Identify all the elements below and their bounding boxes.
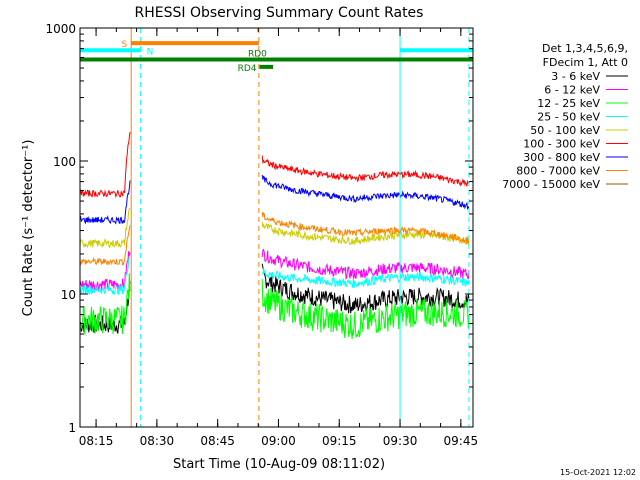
- legend-label-4: 25 - 50 keV: [537, 111, 600, 124]
- event-lines: [79, 28, 470, 427]
- x-tick-label-08:45: 08:45: [200, 434, 235, 448]
- series-trace-4-part-1: [79, 255, 131, 296]
- legend-label-3: 12 - 25 keV: [537, 97, 600, 110]
- x-tick-label-09:15: 09:15: [322, 434, 357, 448]
- timestamp: 15-Oct-2021 12:02: [560, 468, 636, 477]
- legend-label-9: 7000 - 15000 keV: [502, 178, 600, 191]
- series-trace-8-part-2: [261, 211, 470, 244]
- axes: 1 10 100 1000 08:15 08:30 08:45 09:00 09:15 09:30…: [45, 22, 478, 448]
- state-bar-label-s: S: [121, 40, 127, 50]
- state-bar-label-rd4: RD4: [238, 64, 257, 74]
- legend-label-8: 800 - 7000 keV: [516, 165, 600, 178]
- series-trace-7-part-2: [261, 174, 470, 211]
- series-trace-3-part-1: [79, 273, 131, 335]
- series-trace-2-part-2: [261, 248, 470, 281]
- legend-label-2: 6 - 12 keV: [544, 84, 600, 97]
- state-bar-label-rd0: RD0: [248, 49, 267, 59]
- y-axis-label: Count Rate (s⁻¹ detector⁻¹): [21, 140, 36, 317]
- chart-title: RHESSI Observing Summary Count Rates: [135, 5, 424, 21]
- series-trace-6-part-1: [79, 132, 131, 198]
- series-trace-6-part-2: [261, 155, 470, 187]
- x-tick-label-09:30: 09:30: [383, 434, 418, 448]
- y-tick-label-100: 100: [53, 155, 76, 169]
- y-tick-label-1: 1: [68, 421, 76, 435]
- series-trace-8-part-1: [79, 225, 131, 266]
- legend-label-1: 3 - 6 keV: [551, 70, 600, 83]
- state-bars: S N RD0 RD4: [80, 40, 473, 74]
- x-tick-label-08:15: 08:15: [79, 434, 114, 448]
- series-trace-7-part-1: [79, 180, 131, 225]
- series-trace-3-part-2: [261, 279, 470, 339]
- data-traces: [79, 132, 470, 339]
- x-tick-label-08:30: 08:30: [140, 434, 175, 448]
- series-trace-2-part-1: [79, 251, 131, 291]
- series-trace-1-part-1: [79, 281, 131, 335]
- legend-label-7: 300 - 800 keV: [523, 151, 600, 164]
- legend-label-5: 50 - 100 keV: [530, 124, 600, 137]
- y-tick-label-10: 10: [61, 288, 76, 302]
- legend-label-6: 100 - 300 keV: [523, 138, 600, 151]
- state-bar-label-n: N: [147, 47, 154, 57]
- legend: Det 1,3,4,5,6,9, FDecim 1, Att 0 3 - 6 k…: [502, 42, 628, 191]
- plot-frame: [79, 27, 474, 428]
- x-tick-label-09:45: 09:45: [444, 434, 479, 448]
- series-trace-1-part-2: [261, 263, 470, 314]
- x-axis-label: Start Time (10-Aug-09 08:11:02): [173, 457, 385, 472]
- y-tick-label-1000: 1000: [45, 22, 76, 36]
- legend-header-line-1: Det 1,3,4,5,6,9,: [542, 42, 628, 55]
- x-tick-label-09:00: 09:00: [261, 434, 296, 448]
- series-trace-5-part-1: [79, 207, 131, 249]
- series-trace-4-part-2: [261, 268, 470, 288]
- legend-header-line-2: FDecim 1, Att 0: [543, 56, 628, 69]
